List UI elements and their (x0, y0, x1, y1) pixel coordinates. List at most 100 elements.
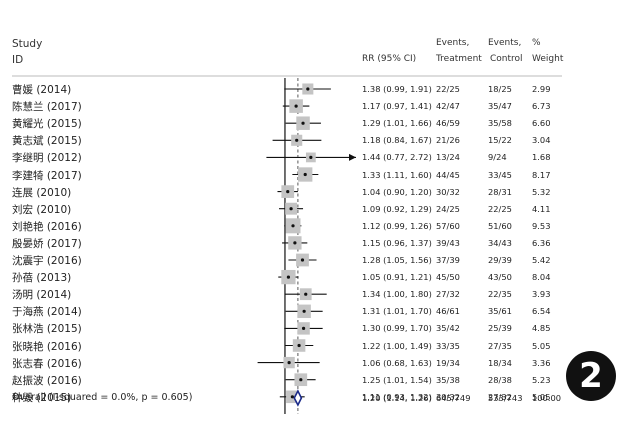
study-rr: 1.15 (0.96, 1.37) (362, 237, 432, 248)
point-estimate (306, 87, 310, 91)
study-weight: 5.23 (532, 374, 551, 385)
point-estimate (295, 138, 299, 142)
study-events-treatment: 27/32 (436, 289, 460, 300)
study-weight: 9.53 (532, 220, 551, 231)
study-events-treatment: 21/26 (436, 135, 460, 146)
point-estimate (289, 207, 293, 211)
study-events-treatment: 24/25 (436, 203, 460, 214)
header-weight-1: % (532, 38, 541, 48)
study-events-treatment: 45/50 (436, 272, 460, 283)
study-id: 赵振波 (2016) (12, 374, 82, 387)
header-events-treatment-1: Events, (436, 38, 470, 48)
header-rr: RR (95% CI) (362, 54, 417, 64)
header-weight-2: Weight (532, 54, 564, 64)
study-weight: 6.73 (532, 101, 551, 112)
overall-rr: 1.20 (1.14, 1.26) (362, 393, 432, 403)
overall-events-control: 533/743 (488, 393, 523, 403)
point-estimate (286, 275, 291, 279)
point-estimate (303, 172, 307, 177)
point-estimate (309, 155, 313, 159)
study-id: 于海燕 (2014) (12, 306, 82, 319)
ci-arrow (349, 153, 356, 161)
point-estimate (294, 104, 298, 108)
study-events-control: 28/38 (488, 374, 512, 385)
study-rr: 1.11 (0.93, 1.32) (362, 391, 432, 402)
overall-events-treatment: 645/749 (436, 393, 471, 403)
study-rr: 1.38 (0.99, 1.91) (362, 84, 432, 94)
study-weight: 3.04 (532, 135, 551, 146)
study-events-control: 27/35 (488, 340, 512, 351)
study-weight: 2.99 (532, 84, 551, 94)
study-events-control: 27/32 (488, 391, 512, 402)
study-events-treatment: 30/32 (436, 391, 460, 402)
study-events-treatment: 37/39 (436, 255, 460, 265)
study-events-treatment: 44/45 (436, 169, 460, 180)
study-events-control: 35/61 (488, 306, 512, 317)
study-rr: 1.06 (0.68, 1.63) (362, 357, 432, 368)
study-events-control: 29/39 (488, 255, 512, 265)
study-events-treatment: 42/47 (436, 101, 460, 112)
study-weight: 4.11 (532, 203, 551, 214)
header-id: ID (12, 54, 24, 66)
header-events-treatment-2: Treatment (436, 54, 482, 64)
study-rr: 1.09 (0.92, 1.29) (362, 203, 432, 214)
study-events-control: 18/34 (488, 357, 512, 368)
point-estimate (300, 258, 305, 262)
study-rr: 1.33 (1.11, 1.60) (362, 169, 432, 180)
study-events-treatment: 13/24 (436, 152, 460, 163)
study-id: 连展 (2010) (12, 186, 72, 199)
study-weight: 5.32 (532, 186, 551, 197)
study-id: 刘宏 (2010) (12, 203, 72, 216)
study-id: 张志春 (2016) (12, 357, 82, 370)
study-rr: 1.30 (0.99, 1.70) (362, 323, 432, 334)
study-events-control: 43/50 (488, 272, 512, 283)
point-estimate (290, 395, 294, 399)
study-rr: 1.29 (1.01, 1.66) (362, 118, 432, 129)
study-events-treatment: 39/43 (436, 237, 460, 248)
study-weight: 5.05 (532, 340, 551, 351)
study-rr: 1.25 (1.01, 1.54) (362, 374, 432, 385)
point-estimate (291, 224, 295, 228)
header-events-control-2: Control (490, 54, 523, 64)
study-weight: 1.68 (532, 152, 551, 163)
study-events-control: 25/39 (488, 323, 512, 334)
study-events-control: 9/24 (488, 152, 507, 163)
study-id: 种毁 (2015) (12, 391, 72, 404)
study-events-control: 51/60 (488, 220, 512, 231)
point-estimate (301, 121, 305, 125)
overall-weight: 100.00 (532, 393, 562, 403)
figure-number-badge: 2 (566, 351, 616, 401)
study-weight: 5.05 (532, 391, 551, 402)
study-events-control: 22/35 (488, 289, 512, 300)
overall-diamond (293, 389, 303, 407)
study-rr: 1.04 (0.90, 1.20) (362, 186, 432, 197)
point-estimate (293, 241, 297, 245)
overall-label: Overall (I-squared = 0.0%, p = 0.605) (12, 392, 193, 403)
study-id: 张林浩 (2015) (12, 323, 82, 336)
study-weight: 8.04 (532, 272, 551, 283)
study-id: 刘艳艳 (2016) (12, 220, 82, 233)
study-rr: 1.18 (0.84, 1.67) (362, 135, 432, 146)
study-id: 孙蓓 (2013) (12, 272, 72, 285)
study-weight: 3.93 (532, 289, 551, 300)
study-events-control: 35/58 (488, 118, 512, 129)
study-events-control: 33/45 (488, 169, 512, 180)
study-rr: 1.31 (1.01, 1.70) (362, 306, 432, 317)
study-id: 汤明 (2014) (12, 289, 72, 302)
study-events-control: 22/25 (488, 203, 512, 214)
header-events-control-1: Events, (488, 38, 522, 48)
study-events-control: 34/43 (488, 237, 512, 248)
study-events-treatment: 46/59 (436, 118, 460, 129)
study-id: 陈慧兰 (2017) (12, 101, 82, 114)
study-rr: 1.44 (0.77, 2.72) (362, 152, 432, 163)
study-events-control: 18/25 (488, 84, 512, 94)
study-weight: 3.36 (532, 357, 551, 368)
study-events-treatment: 35/42 (436, 323, 460, 334)
study-id: 李建犄 (2017) (12, 169, 82, 182)
study-id: 沈震宇 (2016) (12, 255, 82, 267)
point-estimate (297, 343, 301, 348)
study-events-treatment: 33/35 (436, 340, 460, 351)
study-events-treatment: 22/25 (436, 84, 460, 94)
